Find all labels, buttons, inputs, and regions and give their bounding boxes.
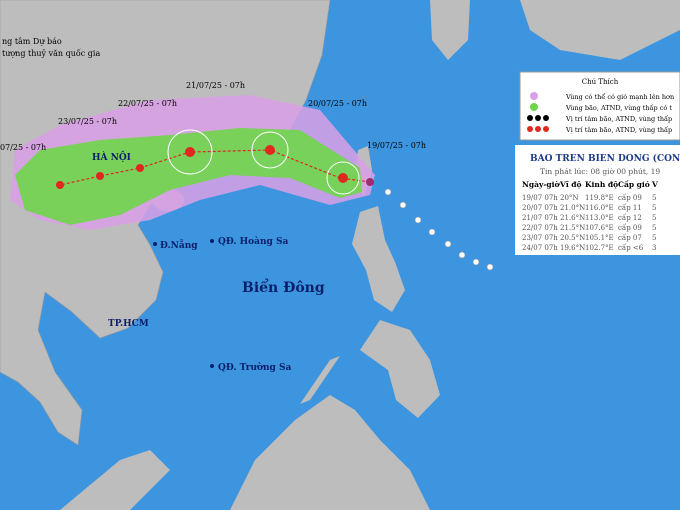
table-cell: 20.5°N (560, 234, 585, 242)
table-cell: 5 (652, 214, 656, 222)
legend-title: Chú Thích (582, 78, 619, 86)
circle-shape (399, 201, 407, 209)
place-label: QĐ. Hoàng Sa (218, 236, 288, 247)
table-subtitle: Tin phát lúc: 08 giờ 00 phút, 19 (540, 167, 660, 176)
circle-shape (543, 115, 549, 121)
circle-shape (428, 228, 436, 236)
table-cell: 3 (652, 244, 656, 252)
place-label: TP.HCM (108, 319, 149, 329)
circle-shape (167, 129, 213, 175)
circle-shape (265, 145, 275, 155)
circle-shape (444, 240, 452, 248)
legend-item: Vị trí tâm bão, ATND, vùng thấp (565, 125, 672, 134)
storm-area (15, 128, 362, 225)
circle-shape (458, 251, 466, 259)
table-cell: 5 (652, 224, 656, 232)
circle-shape (185, 147, 195, 157)
table-cell: 5 (652, 204, 656, 212)
circle-shape (251, 131, 289, 169)
place-label: HÀ NỘI (92, 151, 131, 163)
table-cell: 20/07 07h (522, 204, 558, 212)
place-dot (153, 242, 157, 246)
table-cell: 21.0°N (560, 204, 585, 212)
table-cell: cấp <6 (618, 243, 644, 252)
table-cell: 23/07 07h (522, 234, 558, 242)
track-label: 19/07/25 - 07h (367, 141, 426, 150)
table-cell: 5 (652, 234, 656, 242)
circle-shape (414, 216, 422, 224)
storm-centers (56, 129, 374, 195)
place-label: Đ.Nẵng (160, 239, 198, 251)
table-cell: cấp 11 (618, 203, 642, 212)
place-dot (210, 364, 214, 368)
table-cell: 24/07 07h (522, 244, 558, 252)
past-track (384, 188, 494, 271)
sumatra (60, 450, 170, 510)
table-header: Vĩ độ (559, 180, 582, 189)
table-cell: 107.6°E (585, 224, 614, 232)
place-dot (210, 239, 214, 243)
korea-japan (430, 0, 680, 60)
legend-item: Vị trí tâm bão, ATND, vùng thấp (565, 114, 672, 123)
table-header: Ngày-giờ (522, 180, 561, 189)
table-cell: 105.1°E (585, 234, 614, 242)
table-cell: cấp 12 (618, 213, 642, 222)
agency-line: ng tâm Dự báo (2, 37, 62, 46)
table-cell: 19/07 07h (522, 194, 558, 202)
sea-label: Biển Đông (242, 278, 325, 296)
table-cell: 119.8°E (585, 194, 614, 202)
table-cell: 5 (652, 194, 656, 202)
track-label: 20/07/25 - 07h (308, 99, 367, 108)
table-cell: 113.0°E (585, 214, 614, 222)
place-label: QĐ. Trường Sa (218, 362, 291, 373)
circle-shape (96, 172, 104, 180)
table-header: Cấp gió (618, 180, 650, 189)
circle-shape (527, 126, 533, 132)
circle-shape (543, 126, 549, 132)
circle-shape (486, 263, 494, 271)
table-cell: 19.6°N (560, 244, 585, 252)
table-cell: 21.5°N (560, 224, 585, 232)
table-cell: cấp 09 (618, 193, 642, 202)
track-label: 21/07/25 - 07h (186, 81, 245, 90)
table: Ngày-giờ Vĩ độ Kinh độ Cấp gió V 19/07 07h 20°… (522, 180, 658, 252)
circle-shape (535, 115, 541, 121)
table-cell: 20°N (560, 194, 579, 202)
legend-swatch (530, 103, 538, 111)
palawan (300, 356, 340, 404)
philippines-south (360, 320, 440, 418)
legend-swatch (530, 92, 538, 100)
table-title: BAO TREN BIEN DONG (CON B (530, 153, 680, 164)
table-cell: 116.0°E (585, 204, 614, 212)
legend-item: Vùng có thể có gió mạnh lên hơn (565, 92, 674, 101)
circle-shape (527, 115, 533, 121)
legend-icons (527, 115, 549, 132)
table-cell: cấp 07 (618, 233, 642, 242)
table-header: V (651, 180, 658, 189)
circle-shape (472, 258, 480, 266)
track-label: 23/07/25 - 07h (58, 117, 117, 126)
table-cell: 22/07 07h (522, 224, 558, 232)
track-label: 07/25 - 07h (0, 143, 46, 152)
circle-shape (326, 161, 360, 195)
circle-shape (56, 181, 64, 189)
borneo (230, 395, 430, 510)
table-cell: cấp 09 (618, 223, 642, 232)
circle-shape (384, 188, 392, 196)
table-cell: 21/07 07h (522, 214, 558, 222)
table-box (515, 145, 680, 255)
table-cell: 21.6°N (560, 214, 585, 222)
agency-line: tượng thuỷ văn quốc gia (2, 49, 100, 58)
legend-item: Vùng bão, ATND, vùng thấp có t (565, 103, 672, 112)
luzon (352, 206, 405, 312)
table-cell: 102.7°E (585, 244, 614, 252)
circle-shape (535, 126, 541, 132)
table-header: Kinh độ (585, 180, 618, 189)
circle-shape (338, 173, 348, 183)
track-label: 22/07/25 - 07h (118, 99, 177, 108)
circle-shape (366, 178, 374, 186)
circle-shape (136, 164, 144, 172)
